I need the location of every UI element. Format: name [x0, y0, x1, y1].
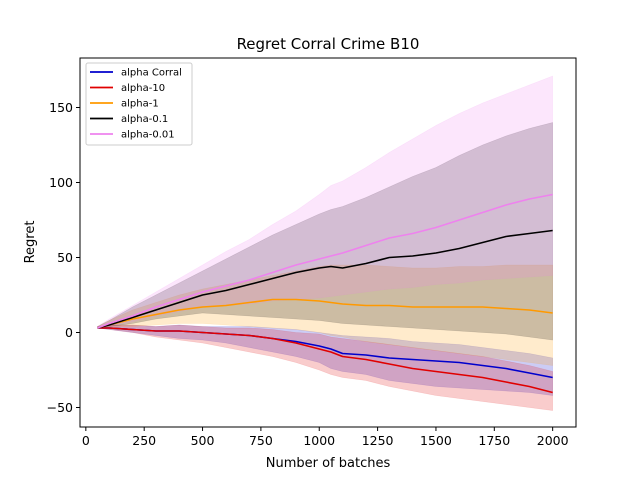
- band-alpha-10: [97, 324, 553, 411]
- x-tick-label: 1500: [420, 433, 452, 448]
- y-tick-label: 0: [65, 325, 73, 340]
- y-tick-label: 100: [49, 175, 73, 190]
- x-tick-label: 2000: [537, 433, 569, 448]
- x-tick-label: 0: [82, 433, 90, 448]
- legend-label-alpha-10: alpha-10: [121, 83, 165, 94]
- series-lines: [97, 193, 553, 394]
- band-alpha-corral: [97, 324, 553, 396]
- legend-label-alpha-0-01: alpha-0.01: [121, 130, 175, 141]
- y-axis-ticks: −50 0 50 100 150: [47, 100, 80, 415]
- x-axis-label: Number of batches: [266, 456, 391, 471]
- legend-box: [85, 62, 193, 146]
- line-alpha-10: [97, 327, 553, 394]
- confidence-bands: [97, 75, 553, 411]
- x-tick-label: 1750: [478, 433, 510, 448]
- x-tick-label: 1000: [303, 433, 335, 448]
- x-tick-label: 500: [191, 433, 215, 448]
- line-alpha-0-1: [97, 229, 553, 329]
- legend-label-alpha-0-1: alpha-0.1: [121, 114, 168, 125]
- band-alpha-0-1: [97, 122, 553, 341]
- legend-label-alpha-1: alpha-1: [121, 99, 159, 110]
- y-tick-label: 50: [57, 250, 73, 265]
- x-tick-label: 250: [132, 433, 156, 448]
- plot-frame: [79, 57, 577, 428]
- x-axis-ticks: 0 250 500 750 1000 1250 1500 1750 2000: [82, 427, 569, 448]
- x-tick-label: 750: [249, 433, 273, 448]
- x-tick-label: 1250: [362, 433, 394, 448]
- chart-title: Regret Corral Crime B10: [237, 35, 420, 53]
- y-tick-label: −50: [47, 400, 73, 415]
- line-alpha-1: [97, 298, 553, 329]
- y-axis-label: Regret: [23, 221, 38, 264]
- legend: alpha Corral alpha-10 alpha-1 alpha-0.1 alph…: [85, 62, 193, 146]
- y-tick-label: 150: [49, 100, 73, 115]
- legend-label-alpha-corral: alpha Corral: [121, 68, 182, 79]
- line-alpha-0-01: [97, 193, 553, 329]
